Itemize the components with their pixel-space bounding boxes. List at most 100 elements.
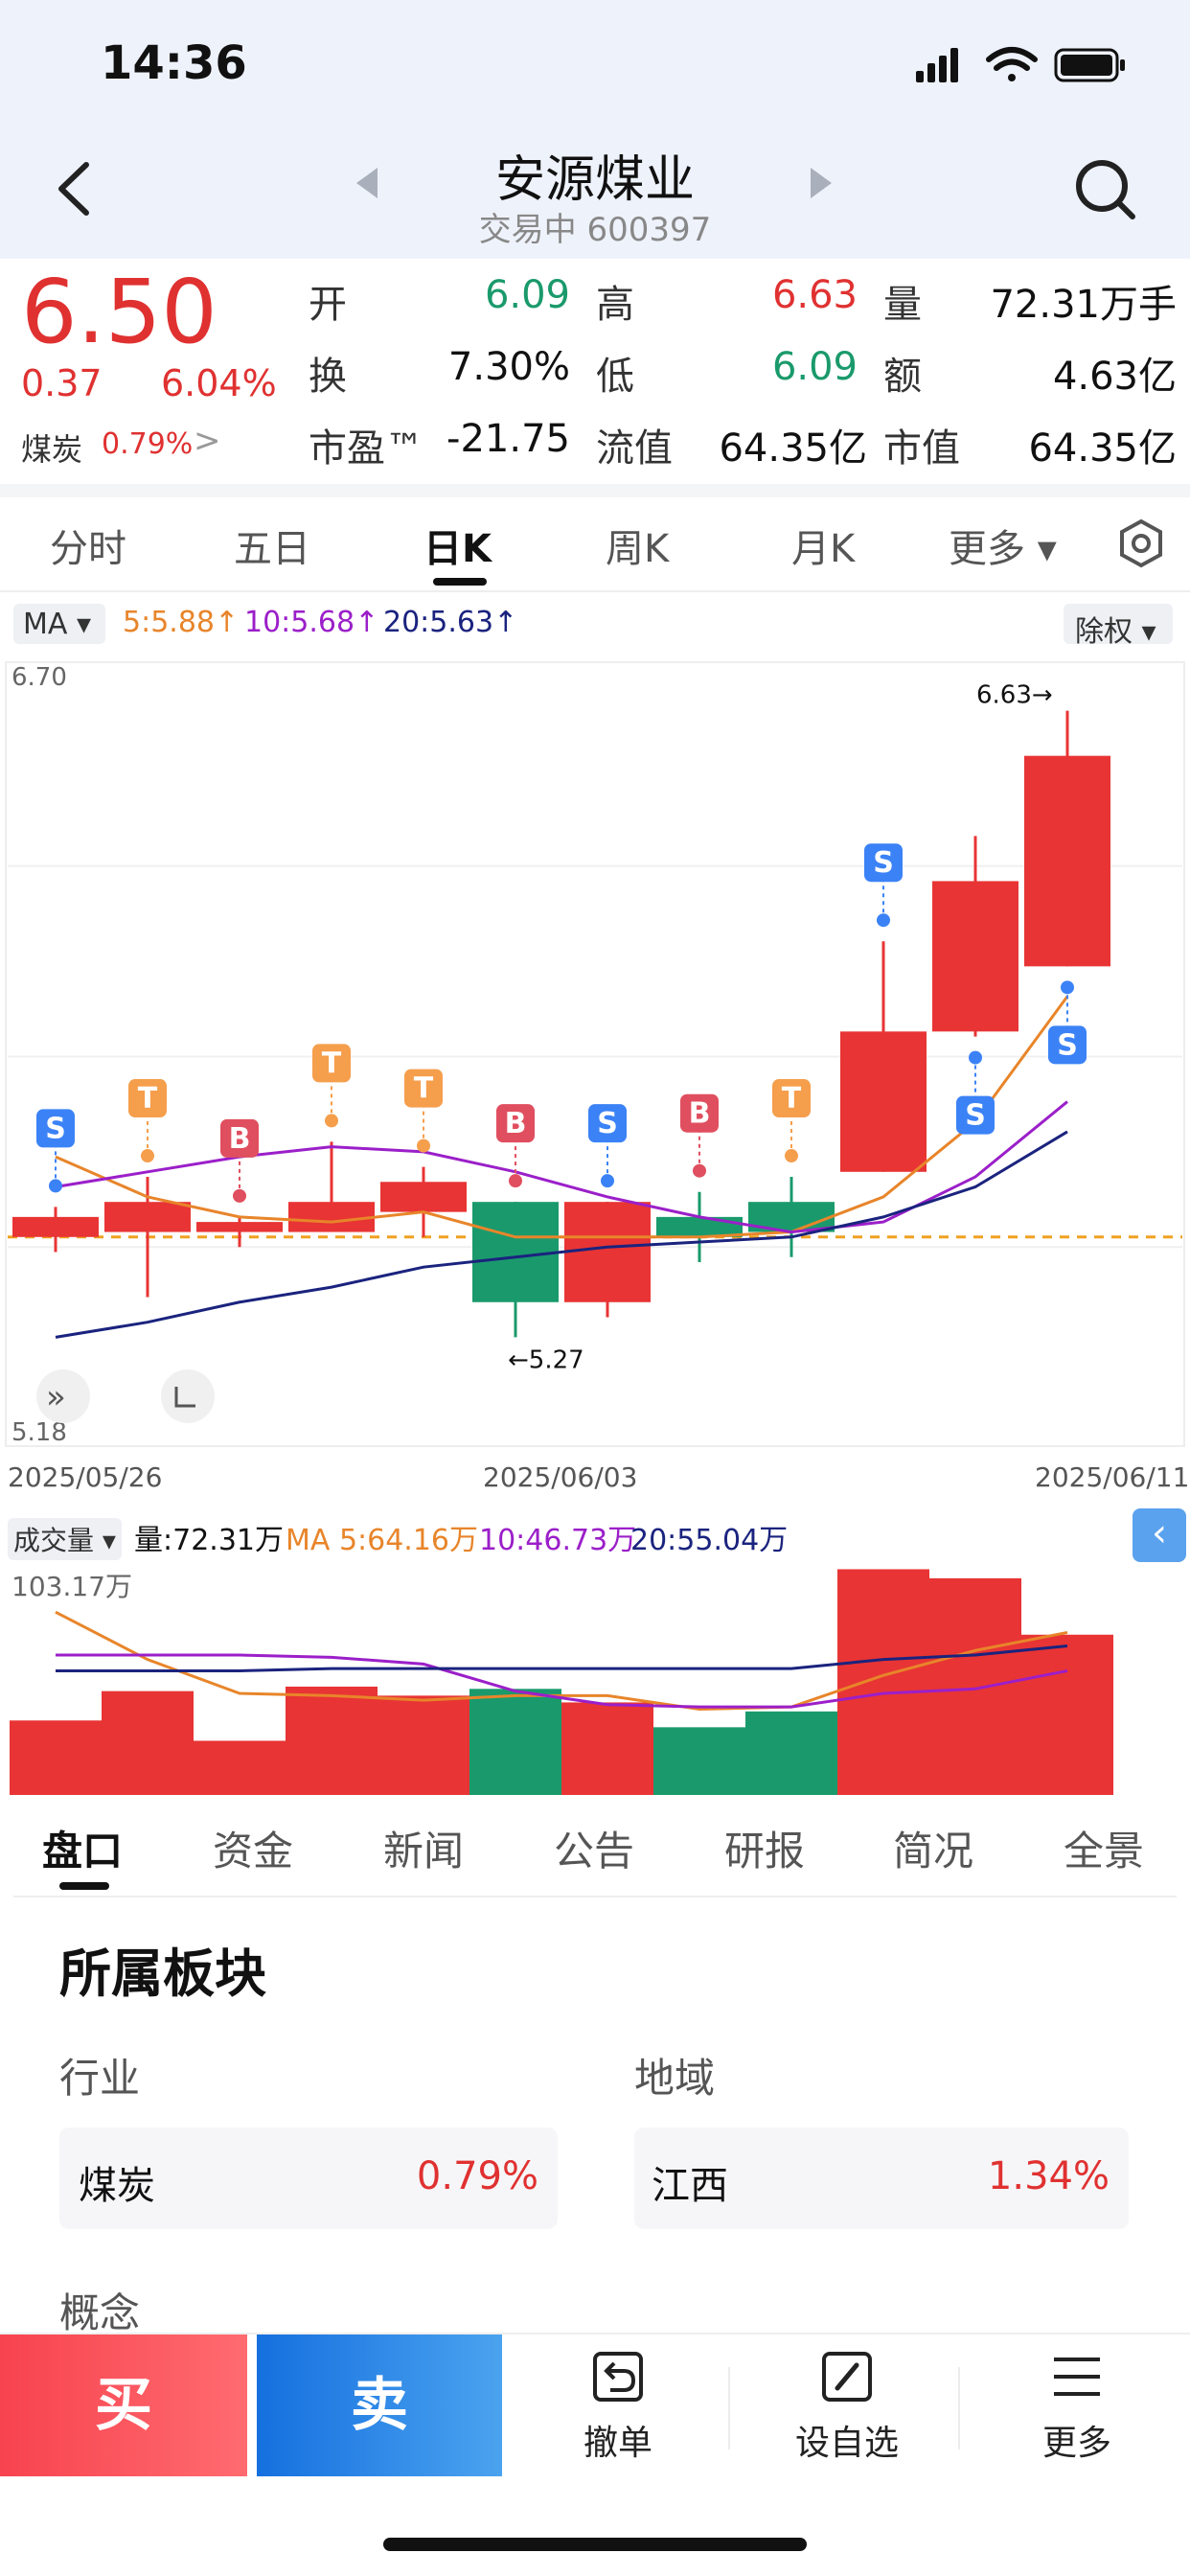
candle: [564, 1202, 651, 1318]
tab-funds[interactable]: 资金: [213, 1828, 294, 1874]
svg-text:S: S: [597, 1107, 618, 1140]
tab-intraday[interactable]: 分时: [50, 527, 126, 571]
price-change-pct: 6.04%: [161, 362, 277, 404]
volume-bars: [10, 1569, 1113, 1795]
x-date-end: 2025/06/11: [1035, 1461, 1190, 1493]
trade-marker: B: [680, 1093, 719, 1178]
amount-value: 4.63亿: [1052, 355, 1177, 399]
low-value: 6.09: [771, 345, 858, 389]
industry-name: 煤炭: [79, 2164, 155, 2208]
back-icon[interactable]: [48, 155, 105, 222]
adjust-select[interactable]: 除权 ▾: [1064, 604, 1173, 649]
open-value: 6.09: [484, 273, 570, 317]
tab-five-day[interactable]: 五日: [234, 527, 310, 571]
tab-announcements[interactable]: 公告: [554, 1828, 635, 1874]
candlestick-chart[interactable]: S T B T T B S B T S S S 6.70 5.18 6.63→ ←5.27 »: [0, 656, 1190, 1452]
tab-more[interactable]: 更多 ▾: [949, 527, 1057, 571]
pe-value: -21.75: [446, 417, 570, 461]
app-header: [0, 144, 1190, 259]
svg-text:T: T: [782, 1082, 802, 1116]
fullscreen-icon: [161, 1369, 215, 1423]
trade-marker: S: [588, 1104, 627, 1188]
svg-text:B: B: [229, 1122, 251, 1156]
sell-button[interactable]: 卖: [257, 2334, 502, 2476]
more-button[interactable]: 更多: [981, 2348, 1173, 2465]
ma5-readout: 5:5.88↑: [123, 606, 240, 639]
trade-marker: S: [1048, 980, 1087, 1065]
high-label: 高: [596, 283, 634, 327]
quote-panel: [0, 259, 1190, 484]
volume-label: 量: [883, 283, 922, 327]
high-value: 6.63: [771, 273, 858, 317]
tab-overview[interactable]: 全景: [1064, 1828, 1145, 1874]
chart-frame: [5, 661, 1185, 1447]
region-card[interactable]: 江西 1.34%: [634, 2128, 1129, 2229]
tab-weekly-k[interactable]: 周K: [606, 527, 670, 571]
cancel-order-label: 撤单: [583, 2424, 652, 2463]
float-cap-value: 64.35亿: [719, 426, 867, 471]
signal-icon: [916, 48, 958, 82]
next-stock-icon[interactable]: [811, 168, 832, 198]
status-time: 14:36: [101, 36, 247, 90]
turnover-label: 换: [309, 355, 347, 399]
market-cap-value: 64.35亿: [1028, 426, 1177, 471]
ma5-line: [55, 995, 1069, 1239]
float-cap-label: 流值: [596, 426, 673, 471]
settings-icon[interactable]: [1115, 518, 1167, 569]
volume-ma20-line: [56, 1644, 1068, 1672]
expand-icon: »: [36, 1369, 90, 1423]
candle: [472, 1202, 559, 1338]
more-label: 更多: [1041, 2424, 1111, 2463]
region-pct: 1.34%: [987, 2154, 1110, 2198]
divider: [958, 2367, 960, 2450]
candle: [1024, 710, 1110, 967]
sector-link-name[interactable]: 煤炭: [21, 431, 83, 468]
add-watchlist-label: 设自选: [794, 2424, 899, 2463]
tab-profile[interactable]: 简况: [893, 1828, 974, 1874]
last-price: 6.50: [21, 261, 217, 363]
ma20-readout: 20:5.63↑: [383, 606, 518, 639]
divider: [0, 590, 1190, 592]
volume-chart: [10, 1569, 1113, 1795]
collapse-panel-icon[interactable]: ‹: [1133, 1508, 1186, 1562]
turnover-value: 7.30%: [447, 345, 570, 389]
trade-marker: T: [404, 1069, 443, 1153]
industry-pct: 0.79%: [416, 2154, 538, 2198]
tab-news[interactable]: 新闻: [383, 1828, 465, 1874]
industry-card[interactable]: 煤炭 0.79%: [59, 2128, 558, 2229]
volume-ma10-line: [56, 1653, 1068, 1709]
volume-bar: [469, 1689, 561, 1795]
chevron-right-icon[interactable]: >: [194, 422, 221, 460]
cancel-order-button[interactable]: 撤单: [522, 2348, 714, 2465]
volume-bar: [194, 1740, 286, 1795]
price-change: 0.37: [21, 362, 103, 404]
svg-text:S: S: [1057, 1028, 1078, 1062]
volume-ma5-readout: MA 5:64.16万: [286, 1524, 479, 1557]
volume-bar: [653, 1727, 745, 1795]
divider: [728, 2367, 730, 2450]
volume-bar: [286, 1686, 378, 1795]
trade-marker: T: [772, 1079, 811, 1163]
tab-daily-k[interactable]: 日K: [423, 527, 492, 571]
volume-indicator-select[interactable]: 成交量 ▾: [8, 1518, 122, 1560]
trade-markers: S T B T T B S B T S S S: [36, 843, 1087, 1203]
trade-marker: S: [956, 1050, 995, 1135]
low-annotation: ←5.27: [508, 1346, 584, 1374]
tab-monthly-k[interactable]: 月K: [791, 527, 856, 571]
candle: [380, 1166, 467, 1237]
prev-stock-icon[interactable]: [356, 168, 378, 198]
stock-status-code: 交易中 600397: [478, 211, 712, 249]
add-watchlist-button[interactable]: 设自选: [751, 2348, 943, 2465]
buy-button[interactable]: 买: [0, 2334, 247, 2476]
svg-text:S: S: [873, 846, 894, 880]
search-icon[interactable]: [1071, 153, 1138, 225]
sector-link-pct[interactable]: 0.79%: [102, 427, 194, 461]
tab-order-book[interactable]: 盘口: [42, 1828, 124, 1874]
svg-text:S: S: [965, 1099, 986, 1133]
svg-text:S: S: [45, 1112, 66, 1145]
candles: [12, 710, 1110, 1338]
tab-research[interactable]: 研报: [724, 1828, 806, 1874]
volume-ma20-readout: 20:55.04万: [630, 1524, 789, 1557]
indicator-select[interactable]: MA ▾: [13, 604, 105, 644]
svg-text:T: T: [322, 1046, 342, 1080]
